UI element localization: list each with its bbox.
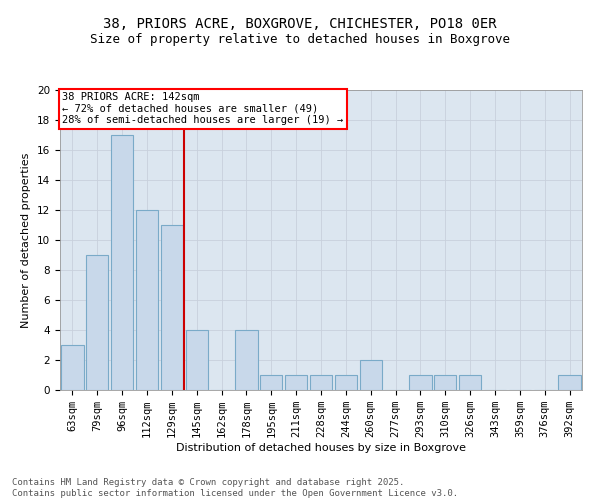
Text: Size of property relative to detached houses in Boxgrove: Size of property relative to detached ho…: [90, 32, 510, 46]
Bar: [359, 360, 382, 390]
Bar: [434, 375, 457, 390]
Bar: [185, 330, 208, 390]
X-axis label: Distribution of detached houses by size in Boxgrove: Distribution of detached houses by size …: [176, 443, 466, 453]
Bar: [235, 330, 257, 390]
Y-axis label: Number of detached properties: Number of detached properties: [22, 152, 31, 328]
Text: 38, PRIORS ACRE, BOXGROVE, CHICHESTER, PO18 0ER: 38, PRIORS ACRE, BOXGROVE, CHICHESTER, P…: [103, 18, 497, 32]
Bar: [61, 345, 83, 390]
Text: Contains HM Land Registry data © Crown copyright and database right 2025.
Contai: Contains HM Land Registry data © Crown c…: [12, 478, 458, 498]
Bar: [86, 255, 109, 390]
Text: 38 PRIORS ACRE: 142sqm
← 72% of detached houses are smaller (49)
28% of semi-det: 38 PRIORS ACRE: 142sqm ← 72% of detached…: [62, 92, 344, 126]
Bar: [310, 375, 332, 390]
Bar: [459, 375, 481, 390]
Bar: [260, 375, 283, 390]
Bar: [409, 375, 431, 390]
Bar: [335, 375, 357, 390]
Bar: [111, 135, 133, 390]
Bar: [161, 225, 183, 390]
Bar: [136, 210, 158, 390]
Bar: [285, 375, 307, 390]
Bar: [559, 375, 581, 390]
